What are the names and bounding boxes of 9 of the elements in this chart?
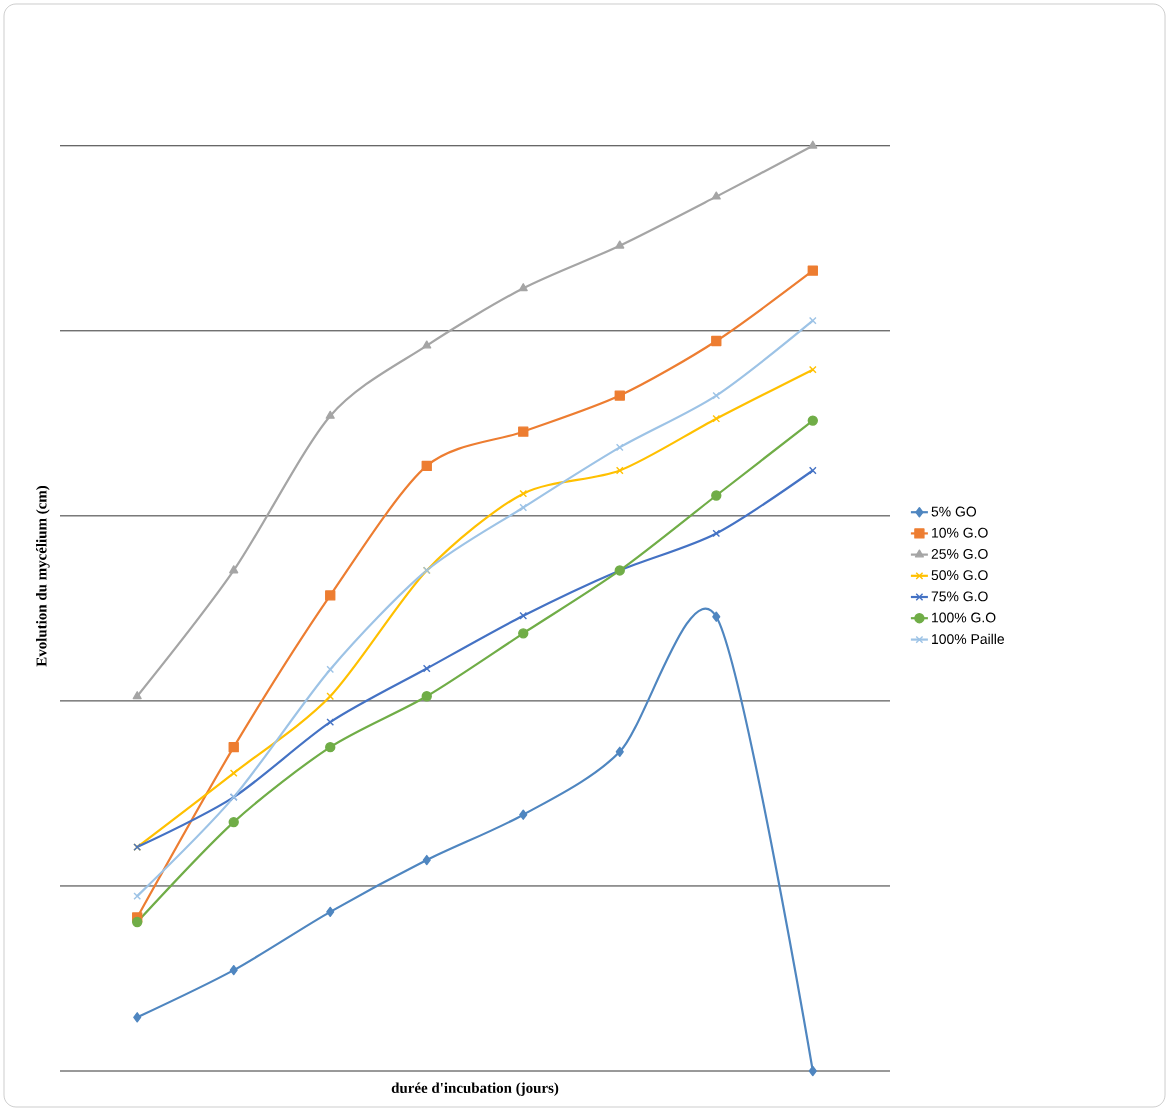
legend-label: 100% G.O [932,612,996,623]
legend-label: 5% GO [931,506,977,517]
legend-label: 100% Paille [932,633,1005,645]
x-axis-title: durée d'incubation (jours) [391,1082,559,1097]
legend-label: 75% G.O [931,591,988,602]
legend-label: 10% G.O [932,527,988,538]
y-axis-title: Evolution du mycélium (cm) [36,485,50,667]
legend-label: 25% G.O [931,548,988,559]
legend-label: 50% G.O [931,570,988,581]
